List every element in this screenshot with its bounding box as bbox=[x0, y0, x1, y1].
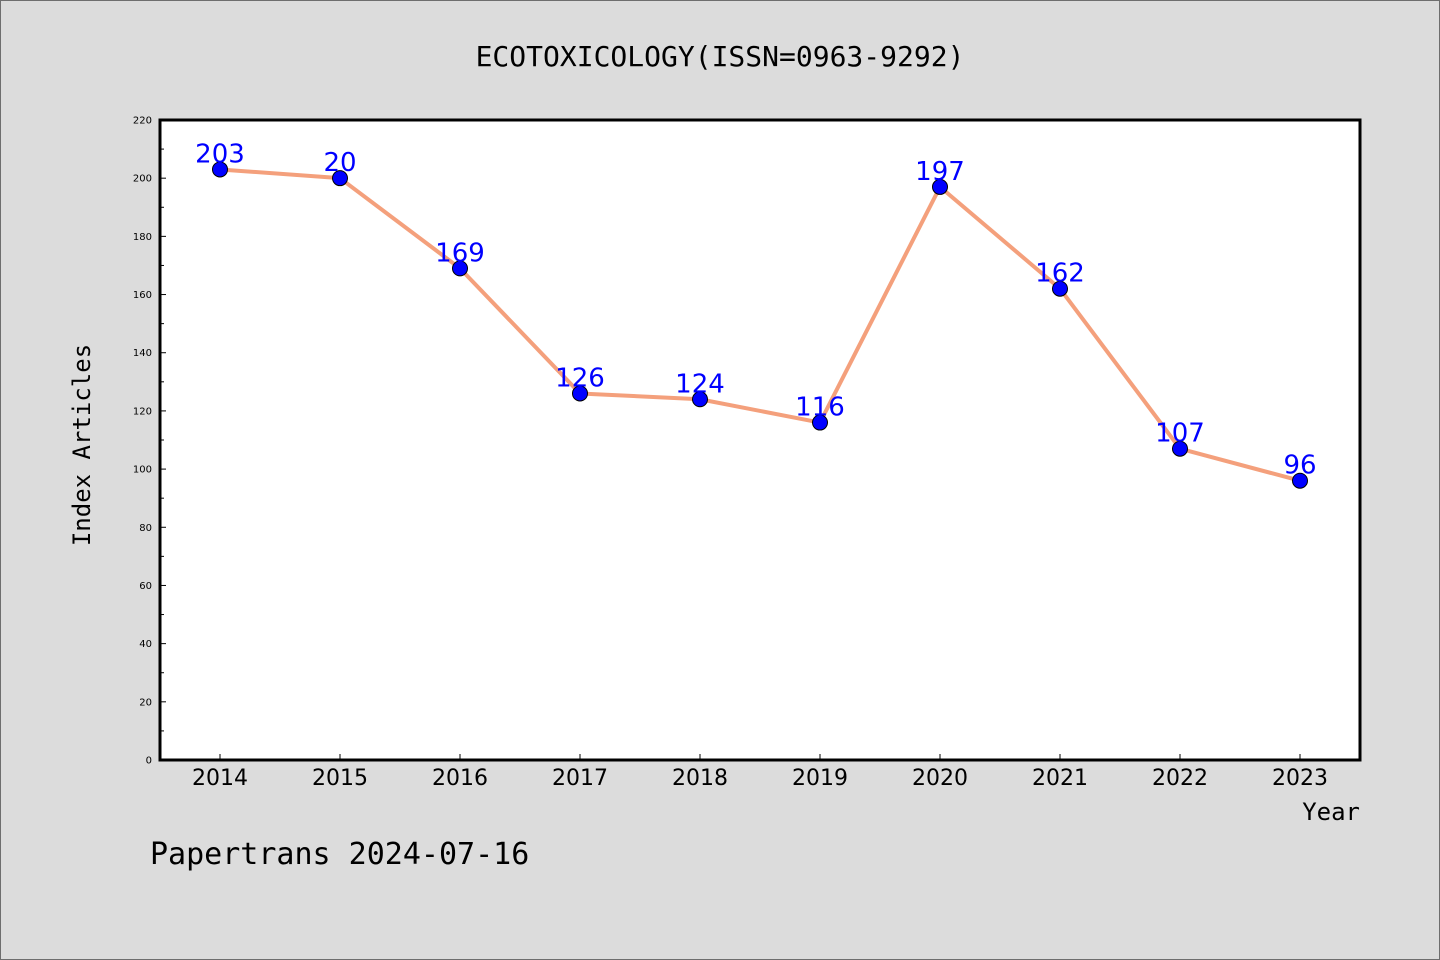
chart-title: ECOTOXICOLOGY(ISSN=0963-9292) bbox=[476, 40, 965, 73]
footer-text: Papertrans 2024-07-16 bbox=[150, 837, 529, 872]
data-points bbox=[212, 161, 1308, 489]
y-tick-label: 200 bbox=[133, 174, 152, 185]
data-label-2019: 116 bbox=[795, 393, 845, 423]
y-tick-label: 0 bbox=[146, 756, 152, 767]
series-line bbox=[218, 167, 1302, 483]
data-label-2018: 124 bbox=[675, 369, 725, 399]
data-label-2023: 96 bbox=[1283, 451, 1316, 481]
x-tick-label: 2022 bbox=[1152, 766, 1208, 791]
data-point-2014 bbox=[212, 161, 228, 178]
x-tick-label: 2021 bbox=[1032, 766, 1088, 791]
data-label-2017: 126 bbox=[555, 363, 605, 393]
y-tick-label: 160 bbox=[133, 290, 152, 301]
data-label-2016: 169 bbox=[435, 238, 485, 268]
data-point-2023 bbox=[1292, 472, 1308, 489]
data-label-2022: 107 bbox=[1155, 419, 1205, 449]
data-point-2022 bbox=[1172, 440, 1188, 457]
plot-border bbox=[158, 118, 1362, 762]
y-tick-label: 220 bbox=[133, 116, 152, 127]
y-tick-label: 60 bbox=[139, 581, 152, 592]
y-tick-label: 80 bbox=[139, 523, 152, 534]
x-axis-label: Year bbox=[1302, 798, 1360, 826]
plot-area bbox=[160, 120, 1360, 760]
y-tick-label: 120 bbox=[133, 406, 152, 417]
y-axis-ticks: 0 20 40 60 80 100 120 140 160 180 200 220 bbox=[133, 116, 166, 767]
x-tick-label: 2017 bbox=[552, 766, 608, 791]
data-labels: 203 20 169 126 124 116 197 162 107 96 bbox=[195, 139, 1316, 480]
data-point-2020 bbox=[932, 178, 948, 195]
data-point-2018 bbox=[692, 391, 708, 408]
x-tick-label: 2023 bbox=[1272, 766, 1328, 791]
x-tick-label: 2016 bbox=[432, 766, 488, 791]
data-point-2021 bbox=[1052, 280, 1068, 297]
y-tick-label: 40 bbox=[139, 639, 152, 650]
data-label-2015: 20 bbox=[323, 148, 356, 178]
data-label-2014: 203 bbox=[195, 139, 245, 169]
data-point-2019 bbox=[812, 414, 828, 431]
x-tick-label: 2018 bbox=[672, 766, 728, 791]
data-label-2021: 162 bbox=[1035, 259, 1085, 289]
x-tick-label: 2015 bbox=[312, 766, 368, 791]
y-axis-label: Index Articles bbox=[68, 344, 96, 546]
data-point-2015 bbox=[332, 170, 348, 187]
y-tick-label: 140 bbox=[133, 348, 152, 359]
y-tick-label: 100 bbox=[133, 465, 152, 476]
data-label-2020: 197 bbox=[915, 157, 965, 187]
data-point-2016 bbox=[452, 260, 468, 277]
x-tick-label: 2019 bbox=[792, 766, 848, 791]
y-tick-label: 180 bbox=[133, 232, 152, 243]
data-point-2017 bbox=[572, 385, 588, 402]
x-tick-label: 2014 bbox=[192, 766, 248, 791]
y-tick-label: 20 bbox=[139, 697, 152, 708]
x-tick-label: 2020 bbox=[912, 766, 968, 791]
x-axis-ticks: 2014 2015 2016 2017 2018 2019 2020 2021 2022 2023 bbox=[192, 754, 1328, 791]
